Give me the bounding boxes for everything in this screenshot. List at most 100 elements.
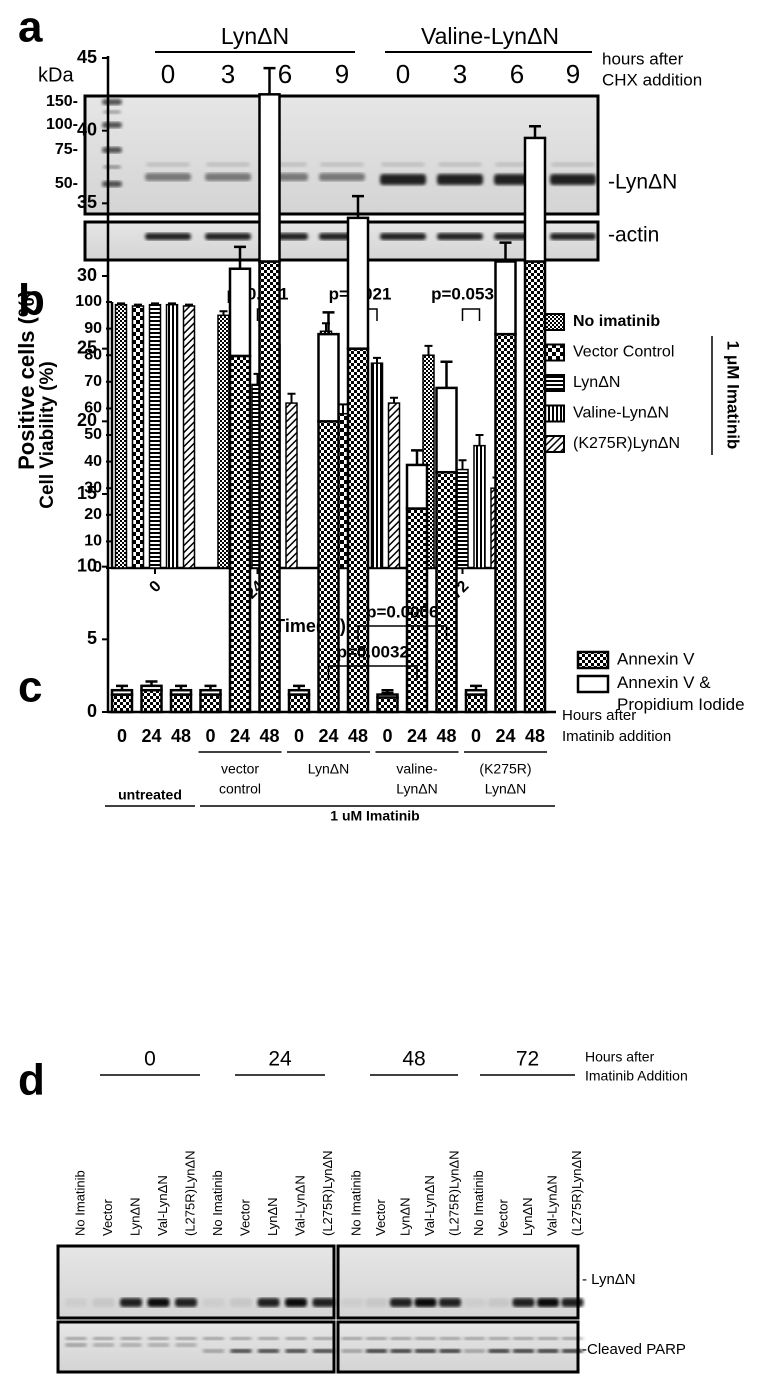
treatment-label: untreated (118, 787, 182, 803)
error-bar (475, 434, 484, 446)
marker-label: 75- (55, 141, 78, 158)
blot-band (463, 1298, 486, 1307)
blot-band (561, 1298, 584, 1307)
group-label: vector (221, 761, 259, 777)
blot-band (341, 1349, 363, 1353)
error-bar (339, 403, 347, 414)
error-bar (185, 303, 193, 306)
y-tick-label: 40 (84, 453, 102, 470)
bar (370, 362, 384, 569)
bar-segment (199, 688, 222, 696)
lane-label: Vector (237, 1198, 252, 1236)
note: hours after (602, 49, 684, 68)
bar-segment (494, 260, 517, 336)
blot-band (488, 1298, 510, 1307)
error-bar (373, 356, 381, 364)
x-tick-label: 48 (525, 726, 545, 746)
blot-band (537, 1349, 559, 1353)
bar-segment (287, 693, 311, 714)
bar-segment (317, 332, 340, 423)
bar-segment (228, 267, 252, 358)
lane-label: Val-LynΔN (544, 1175, 559, 1236)
error-bar (234, 245, 246, 269)
bar-segment (523, 136, 547, 263)
lane-label: Val-LynΔN (422, 1175, 437, 1236)
error-bar (151, 302, 159, 305)
group-label: control (219, 781, 261, 797)
legend-line: Propidium Iodide (617, 695, 745, 714)
legend-swatch (576, 674, 610, 694)
blot-band (341, 1337, 363, 1340)
blot-band (537, 1298, 559, 1307)
group-label: LynΔN (485, 781, 527, 797)
panel-label: a (18, 3, 43, 52)
lane-label: LynΔN (127, 1197, 142, 1236)
error-bar (287, 392, 296, 404)
band-label: -actin (608, 224, 659, 247)
lane-label: 0 (161, 59, 175, 89)
legend-label: No imatinib (573, 313, 660, 330)
blot-band (537, 1337, 559, 1340)
x-tick-label: 24 (495, 726, 515, 746)
bar (217, 314, 230, 569)
bar-segment (435, 386, 458, 474)
blot-band (285, 1337, 307, 1340)
blot-band (147, 1343, 170, 1347)
group-label: 0 (144, 1048, 156, 1071)
x-tick-label: 0 (471, 726, 481, 746)
blot-band (341, 1298, 363, 1307)
blot-band (145, 233, 191, 240)
x-tick-label: 24 (141, 726, 161, 746)
blot-band (202, 1349, 225, 1353)
blot-band (439, 1349, 461, 1353)
y-tick-label: 20 (84, 506, 102, 523)
blot-band (102, 181, 122, 187)
blot-band (561, 1337, 584, 1340)
lane-label: Vector (373, 1198, 388, 1236)
blot-band (230, 1349, 252, 1353)
x-tick-label: 0 (117, 726, 127, 746)
blot-band (202, 1337, 225, 1340)
y-tick-label: 45 (77, 47, 97, 67)
x-tick-label: 0 (382, 726, 392, 746)
lane-label: (L275R)LynΔN (320, 1150, 335, 1236)
error-bar (470, 684, 482, 691)
band-label: - LynΔN (582, 1271, 636, 1288)
bar (182, 305, 196, 569)
lane-label: 3 (453, 59, 467, 89)
blot-band (175, 1337, 197, 1340)
lane-label: 3 (221, 59, 235, 89)
lane-label: Vector (495, 1198, 510, 1236)
error-bar (263, 66, 276, 95)
bar-segment (376, 696, 399, 714)
error-bar (352, 194, 364, 218)
panel-label: d (18, 1056, 45, 1105)
bar-segment (169, 688, 193, 696)
blot-band (285, 1298, 307, 1307)
y-tick-label: 15 (77, 483, 97, 503)
blot-band (390, 1349, 412, 1353)
p-value: p=0.053 (431, 284, 494, 303)
y-tick-label: 60 (84, 400, 102, 417)
y-tick-label: 10 (77, 555, 97, 575)
blot-band (512, 1298, 535, 1307)
error-bar (168, 302, 176, 305)
error-bar (381, 688, 394, 695)
legend-label: Annexin V & Propidium Iodide (617, 673, 745, 714)
bar-segment (405, 463, 429, 510)
legend-label: LynΔN (573, 374, 620, 391)
blot (83, 220, 600, 262)
error-bar (529, 125, 541, 138)
blot-band (175, 1343, 197, 1347)
blot-band (551, 162, 595, 167)
bar (131, 305, 145, 569)
blot-band (146, 162, 190, 167)
p-value: p=0.0032 (337, 642, 409, 661)
error-bar (116, 684, 128, 691)
group-label: LynΔN (221, 23, 289, 49)
blot-band (65, 1298, 87, 1307)
blot-band (120, 1298, 142, 1307)
error-bar (175, 684, 187, 691)
blot-band (312, 1298, 335, 1307)
